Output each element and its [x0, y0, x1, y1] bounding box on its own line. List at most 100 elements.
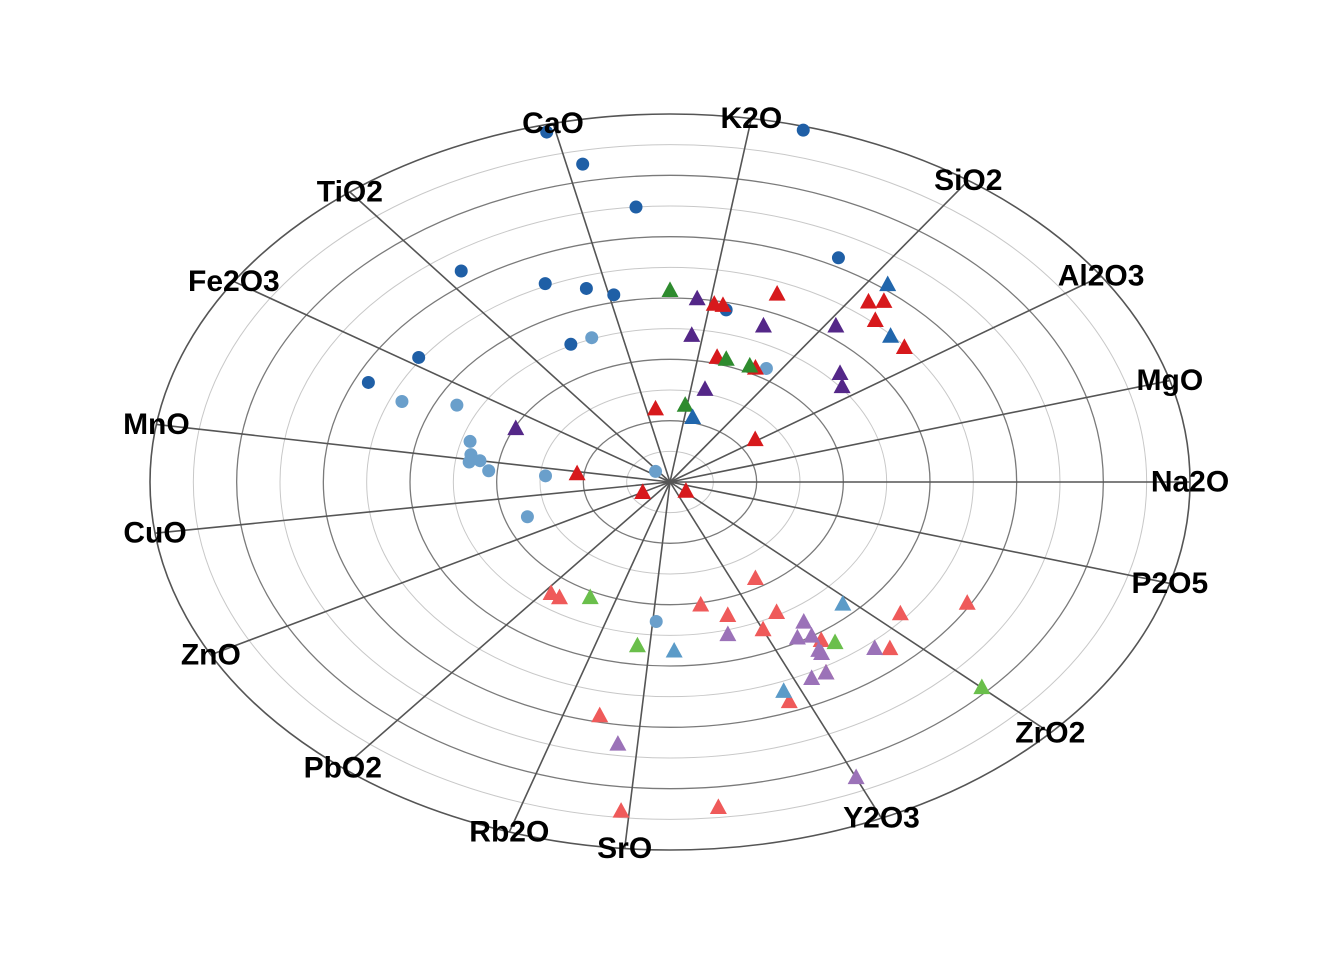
axis-label: P2O5: [1131, 567, 1208, 600]
data-point-triangle: [692, 595, 710, 612]
data-point-triangle: [881, 639, 899, 656]
data-point-triangle: [866, 639, 884, 655]
data-point-triangle: [754, 316, 772, 333]
axis-spoke: [349, 191, 671, 483]
axis-spoke: [508, 481, 671, 833]
data-point-triangle: [591, 706, 609, 723]
data-point-triangle: [958, 594, 976, 610]
data-point-triangle: [676, 396, 694, 412]
axis-spoke: [342, 481, 671, 769]
data-point-triangle: [826, 633, 844, 650]
data-point-triangle: [665, 641, 683, 658]
data-point-triangle: [542, 584, 560, 600]
data-point-triangle: [609, 735, 627, 751]
axis-label: MnO: [123, 408, 190, 441]
data-point-triangle: [866, 311, 884, 327]
axis-spoke: [669, 481, 1171, 585]
axis-spoke: [552, 123, 671, 483]
data-point-circle: [538, 277, 552, 291]
data-point-triangle: [768, 603, 786, 619]
data-point-circle: [539, 469, 553, 483]
data-point-triangle: [719, 625, 737, 642]
data-point-triangle: [719, 606, 737, 623]
data-point-triangle: [847, 768, 865, 785]
data-point-triangle: [634, 483, 652, 500]
data-point-circle: [454, 264, 468, 278]
axis-label: SiO2: [934, 164, 1002, 197]
axis-spoke: [669, 481, 883, 819]
data-point-circle: [831, 251, 845, 265]
data-point-triangle: [507, 419, 525, 436]
data-point-triangle: [834, 595, 852, 611]
data-point-triangle: [768, 285, 786, 301]
data-point-triangle: [875, 292, 893, 308]
data-point-circle: [576, 157, 590, 171]
data-point-triangle: [696, 380, 714, 396]
data-point-triangle: [741, 356, 759, 373]
data-point-triangle: [891, 604, 909, 621]
data-point-triangle: [827, 316, 845, 333]
data-point-triangle: [714, 296, 732, 312]
data-point-circle: [579, 281, 593, 295]
data-point-triangle: [717, 350, 735, 366]
data-point-circle: [462, 455, 476, 469]
data-point-triangle: [973, 678, 991, 695]
data-point-triangle: [688, 289, 706, 306]
data-point-triangle: [788, 628, 806, 645]
data-point-circle: [585, 331, 599, 345]
data-point-triangle: [833, 377, 851, 394]
data-point-triangle: [803, 627, 821, 643]
axis-spoke: [154, 481, 671, 535]
axis-label: Rb2O: [469, 815, 549, 848]
data-point-triangle: [803, 669, 821, 686]
data-point-triangle: [746, 569, 764, 586]
data-point-circle: [649, 464, 663, 478]
axis-spoke: [623, 481, 671, 849]
data-point-triangle: [817, 663, 835, 680]
data-point-triangle: [754, 620, 772, 637]
data-points: [361, 123, 991, 818]
data-point-triangle: [677, 482, 695, 498]
axis-spoke: [210, 481, 671, 656]
data-point-triangle: [859, 292, 877, 309]
data-point-triangle: [684, 408, 702, 425]
data-point-triangle: [895, 338, 913, 354]
axis-label: Y2O3: [843, 802, 920, 835]
data-point-triangle: [568, 464, 586, 481]
axis-label: PbO2: [304, 751, 382, 784]
data-point-circle: [629, 200, 643, 214]
data-point-triangle: [813, 644, 831, 660]
data-point-circle: [759, 361, 773, 375]
axis-spoke: [669, 481, 1051, 734]
data-point-triangle: [628, 636, 646, 653]
data-point-circle: [412, 350, 426, 364]
data-point-triangle: [812, 631, 830, 647]
data-point-circle: [463, 434, 477, 448]
axis-spokes: [154, 118, 1190, 849]
data-point-triangle: [780, 692, 798, 709]
data-point-triangle: [647, 399, 665, 416]
data-point-triangle: [709, 798, 727, 815]
data-point-circle: [450, 398, 464, 412]
axis-label: CaO: [522, 107, 584, 140]
data-point-circle: [361, 375, 375, 389]
data-point-circle: [395, 394, 409, 408]
data-point-triangle: [581, 588, 599, 605]
data-point-circle: [649, 614, 663, 628]
data-point-triangle: [661, 281, 679, 297]
axis-label: TiO2: [317, 176, 383, 209]
axis-spoke: [669, 179, 969, 483]
data-point-triangle: [775, 682, 793, 698]
data-point-circle: [607, 288, 621, 302]
data-point-triangle: [795, 613, 813, 629]
data-point-circle: [473, 454, 487, 468]
axis-label: Fe2O3: [188, 265, 280, 298]
data-point-circle: [520, 510, 534, 524]
data-point-circle: [540, 125, 554, 139]
axis-spoke: [669, 379, 1171, 483]
data-point-triangle: [882, 327, 900, 343]
axis-label: MgO: [1137, 364, 1204, 397]
data-point-triangle: [879, 275, 897, 292]
axis-label: ZnO: [181, 638, 241, 671]
